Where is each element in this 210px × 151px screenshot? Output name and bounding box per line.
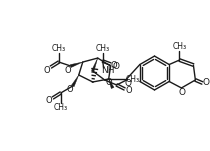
Text: O: O xyxy=(125,87,132,95)
Text: O: O xyxy=(112,61,119,71)
Text: O: O xyxy=(203,79,210,87)
Text: O: O xyxy=(105,79,112,87)
Text: O: O xyxy=(67,85,73,95)
Polygon shape xyxy=(71,75,79,87)
Text: O: O xyxy=(179,88,186,97)
Polygon shape xyxy=(109,79,114,89)
Text: CH₃: CH₃ xyxy=(126,76,140,85)
Text: CH₃: CH₃ xyxy=(54,103,68,112)
Text: CH₃: CH₃ xyxy=(96,44,110,53)
Text: O: O xyxy=(110,61,117,69)
Polygon shape xyxy=(70,62,83,67)
Text: O: O xyxy=(43,66,50,74)
Polygon shape xyxy=(92,58,98,71)
Text: O: O xyxy=(46,96,52,105)
Text: O: O xyxy=(64,66,71,74)
Text: CH₃: CH₃ xyxy=(52,44,66,53)
Text: O: O xyxy=(124,79,131,88)
Text: NH: NH xyxy=(101,66,114,74)
Text: CH₃: CH₃ xyxy=(172,42,186,51)
